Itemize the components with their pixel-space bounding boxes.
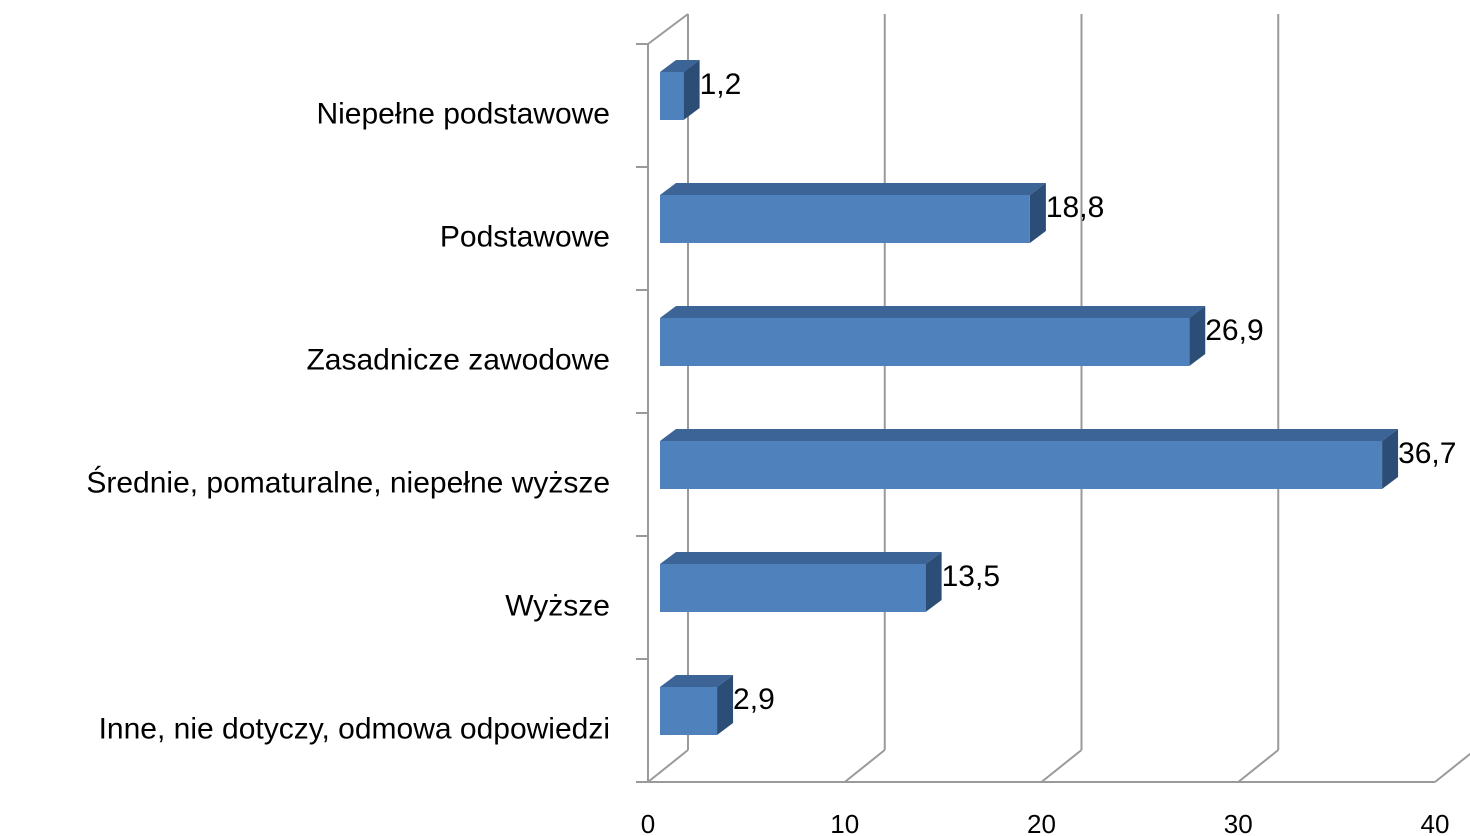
bar (660, 564, 926, 612)
x-tick-label: 10 (830, 809, 859, 836)
bar (660, 318, 1190, 366)
x-tick-label: 20 (1027, 809, 1056, 836)
grid-floor (844, 749, 886, 783)
bar-side (1189, 306, 1206, 366)
y-tick-label: Zasadnicze zawodowe (306, 343, 610, 376)
y-tick-label: Niepełne podstawowe (316, 97, 610, 130)
grid-floor (1237, 749, 1279, 783)
bar-top (660, 552, 942, 564)
grid-floor (1040, 749, 1083, 783)
data-label: 13,5 (942, 560, 1000, 593)
y-tick-label: Inne, nie dotyczy, odmowa odpowiedzi (99, 712, 610, 745)
data-label: 26,9 (1205, 314, 1263, 347)
bar-side (1382, 429, 1399, 489)
y-tick-label: Podstawowe (440, 220, 610, 253)
y-tick-label: Średnie, pomaturalne, niepełne wyższe (86, 465, 610, 499)
bar-top (660, 429, 1399, 441)
y-axis-depth (647, 13, 689, 45)
grid-floor (647, 749, 689, 783)
bar-side (1029, 183, 1046, 243)
bar-top (660, 60, 700, 72)
bar-side (717, 675, 734, 735)
x-tick-label: 40 (1421, 809, 1450, 836)
data-label: 18,8 (1046, 191, 1104, 224)
data-label: 2,9 (733, 683, 775, 716)
grid-floor (1434, 752, 1470, 783)
bar (660, 195, 1030, 243)
bar (660, 687, 718, 735)
y-tick-label: Wyższe (505, 589, 610, 622)
x-tick-label: 0 (641, 809, 655, 836)
data-label: 1,2 (700, 68, 742, 101)
x-tick-label: 30 (1224, 809, 1253, 836)
bar-side (925, 552, 942, 612)
bar-side (683, 60, 700, 120)
bar-top (660, 306, 1206, 318)
bar (660, 441, 1383, 489)
bar (660, 72, 684, 120)
data-label: 36,7 (1398, 437, 1456, 470)
bar-top (660, 183, 1046, 195)
bar-top (660, 675, 734, 687)
